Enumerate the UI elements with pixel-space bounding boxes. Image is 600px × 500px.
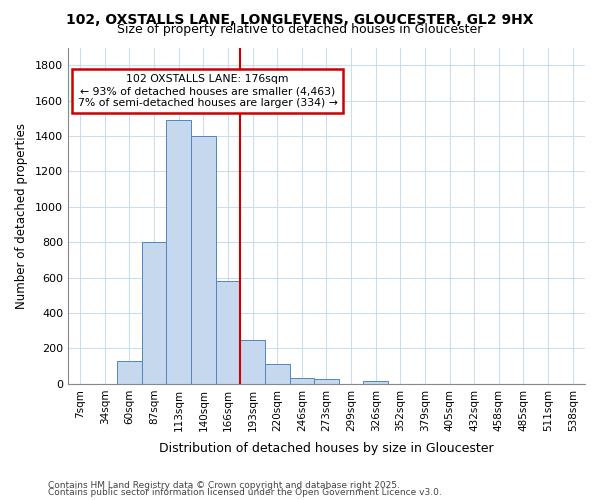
- Text: Size of property relative to detached houses in Gloucester: Size of property relative to detached ho…: [118, 22, 482, 36]
- Bar: [215, 281, 240, 384]
- Bar: [166, 120, 191, 384]
- Text: 102, OXSTALLS LANE, LONGLEVENS, GLOUCESTER, GL2 9HX: 102, OXSTALLS LANE, LONGLEVENS, GLOUCEST…: [66, 12, 534, 26]
- X-axis label: Distribution of detached houses by size in Gloucester: Distribution of detached houses by size …: [159, 442, 494, 455]
- Bar: [265, 364, 290, 384]
- Bar: [364, 381, 388, 384]
- Y-axis label: Number of detached properties: Number of detached properties: [15, 122, 28, 308]
- Text: Contains HM Land Registry data © Crown copyright and database right 2025.: Contains HM Land Registry data © Crown c…: [48, 480, 400, 490]
- Bar: [290, 378, 314, 384]
- Bar: [117, 361, 142, 384]
- Text: 102 OXSTALLS LANE: 176sqm
← 93% of detached houses are smaller (4,463)
7% of sem: 102 OXSTALLS LANE: 176sqm ← 93% of detac…: [77, 74, 337, 108]
- Bar: [314, 380, 339, 384]
- Text: Contains public sector information licensed under the Open Government Licence v3: Contains public sector information licen…: [48, 488, 442, 497]
- Bar: [191, 136, 215, 384]
- Bar: [240, 340, 265, 384]
- Bar: [142, 242, 166, 384]
